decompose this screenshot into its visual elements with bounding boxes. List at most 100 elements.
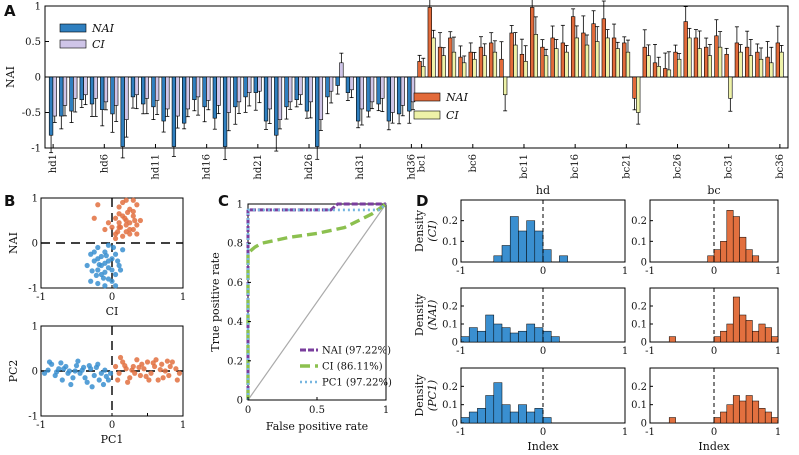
hist-bar-hd: [493, 382, 503, 424]
panel-c-ytick-label: 0.6: [227, 278, 243, 289]
point-bc: [137, 372, 143, 379]
panel-B1-xtick-label: -1: [36, 292, 46, 303]
bar-ci-bc: [564, 51, 569, 78]
point-bc: [134, 222, 140, 228]
bar-ci-bc: [779, 51, 784, 78]
panel-a-xtick-label: bc11: [519, 154, 530, 179]
point-bc: [134, 202, 140, 208]
point-hd: [89, 268, 95, 274]
hist-bar-hd: [526, 411, 536, 424]
hist-bar-bc: [758, 323, 766, 343]
point-bc: [143, 373, 149, 379]
point-hd: [91, 372, 97, 379]
panel-B2-ytick-label: 1: [32, 322, 38, 333]
point-hd: [86, 363, 92, 369]
panel-label-b: B: [4, 192, 15, 210]
bar-ci-bc: [656, 66, 661, 78]
hist-xtick-label: -1: [645, 427, 655, 438]
bar-nai-hd: [335, 76, 340, 86]
bar-ci-bc: [431, 37, 436, 78]
bar-ci-hd: [308, 76, 313, 103]
point-hd: [116, 262, 122, 269]
point-hd: [54, 369, 60, 375]
bar-nai-hd: [233, 76, 238, 108]
point-hd: [105, 242, 112, 248]
point-hd: [89, 384, 95, 390]
hist-bar-bc: [752, 255, 760, 263]
hist-bar-hd: [477, 330, 486, 343]
hist-bar-bc: [720, 411, 728, 424]
panel-a-xtick-label: hd16: [202, 154, 213, 180]
hist-ytick-label: 0.1: [442, 320, 458, 331]
point-bc: [116, 370, 122, 376]
bar-nai-bc: [519, 53, 525, 78]
bar-ci-hd: [175, 76, 180, 117]
point-bc: [117, 354, 124, 361]
bar-ci-bc: [523, 61, 528, 78]
roc-legend-text-1: CI (86.11%): [322, 362, 383, 373]
point-hd: [98, 370, 104, 376]
point-hd: [45, 367, 51, 373]
point-hd: [102, 283, 108, 289]
panel-B2-xtick-label: -1: [36, 420, 46, 431]
point-hd: [105, 258, 112, 264]
point-hd: [109, 267, 115, 273]
bar-nai-hd: [100, 76, 105, 110]
hist-bar-bc: [732, 395, 740, 424]
point-hd: [110, 244, 117, 251]
panel-a-ytick-label: 1: [35, 2, 41, 13]
point-bc: [116, 220, 122, 226]
hist-bar-bc: [771, 417, 779, 424]
panel-B2-xtick-label: 1: [180, 420, 186, 431]
point-hd: [112, 251, 119, 257]
hist-bar-bc: [713, 336, 721, 343]
hist-bar-hd: [493, 255, 503, 263]
panel-c-diagonal: [247, 203, 387, 401]
bar-ci-bc: [543, 55, 549, 78]
point-hd: [100, 381, 107, 388]
point-bc: [159, 361, 165, 367]
bar-ci-hd: [349, 76, 354, 91]
panel-B1-xtick-label: 0: [109, 292, 115, 303]
bar-ci-hd: [52, 76, 57, 117]
hist-bar-hd: [485, 395, 495, 424]
bar-ci-bc: [728, 76, 733, 99]
point-bc: [91, 215, 97, 221]
point-bc: [155, 377, 161, 383]
point-bc: [112, 215, 119, 221]
point-hd: [120, 247, 126, 253]
bar-ci-hd: [380, 76, 385, 99]
point-hd: [58, 360, 64, 366]
hist-ytick-label: 0.1: [631, 400, 647, 411]
bar-ci-bc: [687, 37, 692, 78]
hist-xtick-label: 1: [775, 266, 781, 277]
hist-ytick-label: 0: [452, 419, 458, 430]
point-bc: [112, 363, 119, 370]
hist-bar-hd: [509, 216, 519, 263]
bar-nai-hd: [130, 76, 136, 98]
hist-ytick-label: 0: [641, 419, 647, 430]
hist-ytick-label: 0: [641, 338, 647, 349]
bar-nai-bc: [775, 42, 780, 78]
hist-bar-hd: [559, 255, 568, 263]
bar-nai-bc: [755, 51, 760, 78]
hist-ytick-label: 0.1: [442, 237, 458, 248]
point-hd: [102, 367, 108, 373]
bar-ci-hd: [236, 76, 242, 103]
panel-a-xtick-label: hd36: [406, 154, 417, 180]
bar-ci-bc: [666, 69, 672, 78]
bar-nai-hd: [284, 76, 289, 108]
bar-nai-bc: [642, 46, 647, 78]
hist-bar-bc: [745, 320, 753, 343]
point-hd: [107, 370, 114, 376]
panel-B2-ylabel: PC2: [7, 360, 20, 383]
point-hd: [102, 269, 108, 275]
point-hd: [96, 262, 102, 268]
bar-nai-bc: [570, 16, 576, 78]
bar-ci-hd: [103, 76, 109, 103]
point-hd: [91, 249, 97, 255]
bar-nai-bc: [458, 56, 463, 78]
hist-xtick-label: 1: [622, 346, 628, 357]
point-bc: [116, 211, 122, 217]
panel-a-xtick-label: bc1: [417, 154, 428, 172]
